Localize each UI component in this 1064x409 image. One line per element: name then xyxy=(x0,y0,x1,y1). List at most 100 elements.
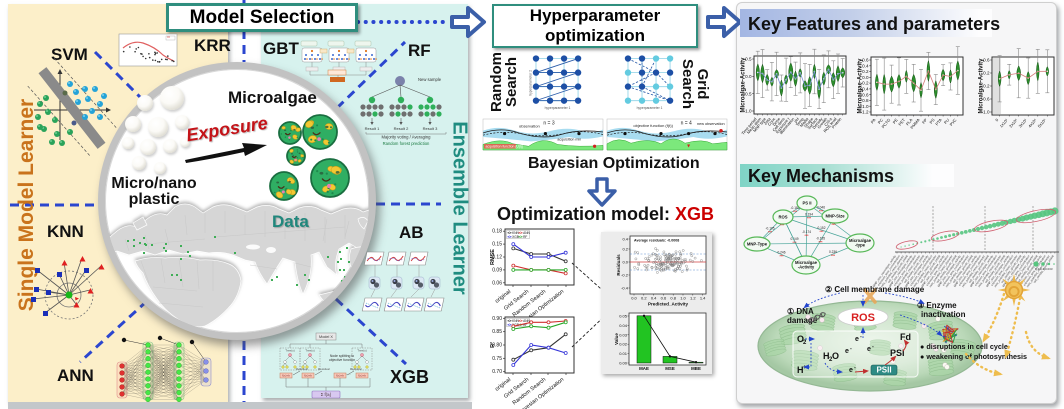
svg-text:MNP-Type: MNP-Type xyxy=(747,241,768,246)
svg-text:-type: -type xyxy=(855,243,866,248)
svg-text:PMMA: PMMA xyxy=(909,117,921,130)
svg-text:+: + xyxy=(803,365,807,371)
svg-text:-0.2: -0.2 xyxy=(982,84,990,89)
svg-text:-1.2: -1.2 xyxy=(861,110,869,115)
svg-text:0.09: 0.09 xyxy=(492,267,502,273)
svg-text:New sample: New sample xyxy=(418,77,442,82)
svg-text:0.6: 0.6 xyxy=(862,58,869,63)
svg-text:2: 2 xyxy=(829,357,833,363)
svg-text:-0.183: -0.183 xyxy=(790,206,799,210)
svg-text:-0.6: -0.6 xyxy=(982,97,990,102)
svg-text:Tree(x): Tree(x) xyxy=(357,349,367,353)
svg-text:Tree(x): Tree(x) xyxy=(285,349,295,353)
svg-text:0.75: 0.75 xyxy=(492,356,502,362)
svg-text:0.149: 0.149 xyxy=(791,237,799,241)
svg-text:0.2: 0.2 xyxy=(983,71,990,76)
svg-text:● disruptions in cell cycle: ● disruptions in cell cycle xyxy=(920,342,1008,351)
svg-text:Result 2: Result 2 xyxy=(394,126,409,131)
svg-text:e: e xyxy=(849,367,853,374)
svg-text:damage: damage xyxy=(787,316,818,325)
svg-text:-1.0: -1.0 xyxy=(744,109,752,114)
svg-text:0.12: 0.12 xyxy=(492,255,502,261)
svg-text:0.85: 0.85 xyxy=(492,329,502,335)
svg-text:PCTG: PCTG xyxy=(880,117,891,129)
svg-text:-: - xyxy=(854,365,856,371)
svg-text:-0.4: -0.4 xyxy=(861,87,869,92)
svg-text:-0.8: -0.8 xyxy=(861,98,869,103)
svg-text:hyperparameter 2: hyperparameter 2 xyxy=(528,70,532,96)
svg-text:0.18: 0.18 xyxy=(492,229,502,235)
svg-text:f(x)+b: f(x)+b xyxy=(304,374,312,378)
svg-text:***: *** xyxy=(831,223,836,227)
svg-text:acquisition min: acquisition min xyxy=(557,138,581,142)
svg-text:0.15: 0.15 xyxy=(492,242,502,248)
svg-text:0.6: 0.6 xyxy=(661,296,667,301)
svg-text:-0.174: -0.174 xyxy=(802,230,811,234)
svg-text:0.80: 0.80 xyxy=(492,343,502,349)
svg-text:0.03: 0.03 xyxy=(619,332,628,337)
svg-text:Residual: Residual xyxy=(296,367,308,371)
svg-text:MBE: MBE xyxy=(691,366,701,371)
svg-text:3x10⁵: 3x10⁵ xyxy=(1017,117,1028,128)
svg-text:PS II: PS II xyxy=(802,200,811,205)
svg-text:0.04: 0.04 xyxy=(619,323,628,328)
svg-text:ANN: ANN xyxy=(523,319,530,323)
svg-text:PP: PP xyxy=(921,117,928,125)
svg-text:0.246: 0.246 xyxy=(778,251,786,255)
svg-text:objective function (f(t)): objective function (f(t)) xyxy=(633,123,673,128)
svg-text:......: ...... xyxy=(344,371,351,376)
svg-text:e: e xyxy=(867,346,871,353)
svg-text:PE: PE xyxy=(892,117,899,125)
svg-text:RF: RF xyxy=(523,323,527,327)
svg-text:***: *** xyxy=(793,210,798,214)
svg-text:0.4: 0.4 xyxy=(862,63,869,68)
svg-text:pH: pH xyxy=(793,116,800,123)
svg-text:-0.6: -0.6 xyxy=(861,92,869,97)
svg-text:n = 3: n = 3 xyxy=(543,121,554,127)
svg-text:PU: PU xyxy=(943,117,950,125)
svg-text:Model X: Model X xyxy=(319,335,333,339)
svg-text:observation: observation xyxy=(519,124,540,129)
svg-text:-: - xyxy=(872,344,874,350)
svg-text:e: e xyxy=(845,348,849,355)
svg-text:***: *** xyxy=(819,230,824,234)
svg-text:Dose: Dose xyxy=(771,116,781,127)
svg-text:Residuals: Residuals xyxy=(616,254,621,276)
svg-text:ROS: ROS xyxy=(851,312,875,324)
svg-text:-Activity: -Activity xyxy=(798,265,815,270)
svg-text:0.00: 0.00 xyxy=(619,361,628,366)
svg-text:f(x)+b: f(x)+b xyxy=(336,374,344,378)
svg-text:ANN: ANN xyxy=(523,231,530,235)
svg-text:0.05: 0.05 xyxy=(619,314,628,319)
svg-text:Zeta: Zeta xyxy=(763,116,772,126)
svg-text:PA: PA xyxy=(870,117,877,124)
svg-text:Average residuals: -0.0008: Average residuals: -0.0008 xyxy=(634,239,679,243)
svg-text:-0.2: -0.2 xyxy=(861,81,869,86)
svg-text:0.194: 0.194 xyxy=(805,213,813,217)
svg-text:Σ f(xᵢ): Σ f(xᵢ) xyxy=(321,392,332,397)
svg-text:Majority voting / Averaging: Majority voting / Averaging xyxy=(381,135,431,140)
svg-text:0.236: 0.236 xyxy=(829,250,837,254)
svg-text:1.2: 1.2 xyxy=(690,296,696,301)
svg-text:1.4: 1.4 xyxy=(700,296,706,301)
svg-text:PET: PET xyxy=(897,117,906,127)
svg-text:0.8: 0.8 xyxy=(670,296,676,301)
svg-text:2: 2 xyxy=(803,340,807,346)
svg-text:0: 0 xyxy=(994,117,1000,123)
svg-text:-0.4: -0.4 xyxy=(621,286,629,291)
svg-text:Result 3: Result 3 xyxy=(423,126,438,131)
svg-text:***: *** xyxy=(804,234,809,238)
svg-text:-1.0: -1.0 xyxy=(982,110,990,115)
svg-text:Microalgae-Activity: Microalgae-Activity xyxy=(858,58,864,114)
svg-text:0.90: 0.90 xyxy=(492,316,502,322)
svg-text:acquisition function (U(t)): acquisition function (U(t)) xyxy=(486,145,524,149)
svg-text:0.0: 0.0 xyxy=(745,74,752,79)
svg-text:Predicted_Activity: Predicted_Activity xyxy=(648,302,689,307)
svg-text:O: O xyxy=(797,334,804,344)
svg-text:Residual: Residual xyxy=(350,367,362,371)
svg-text:n = 4: n = 4 xyxy=(681,121,692,127)
svg-text:***: *** xyxy=(818,241,823,245)
svg-text:MAE: MAE xyxy=(639,366,649,371)
svg-text:1.0: 1.0 xyxy=(680,296,686,301)
svg-text:f(x)+b: f(x)+b xyxy=(282,374,290,378)
